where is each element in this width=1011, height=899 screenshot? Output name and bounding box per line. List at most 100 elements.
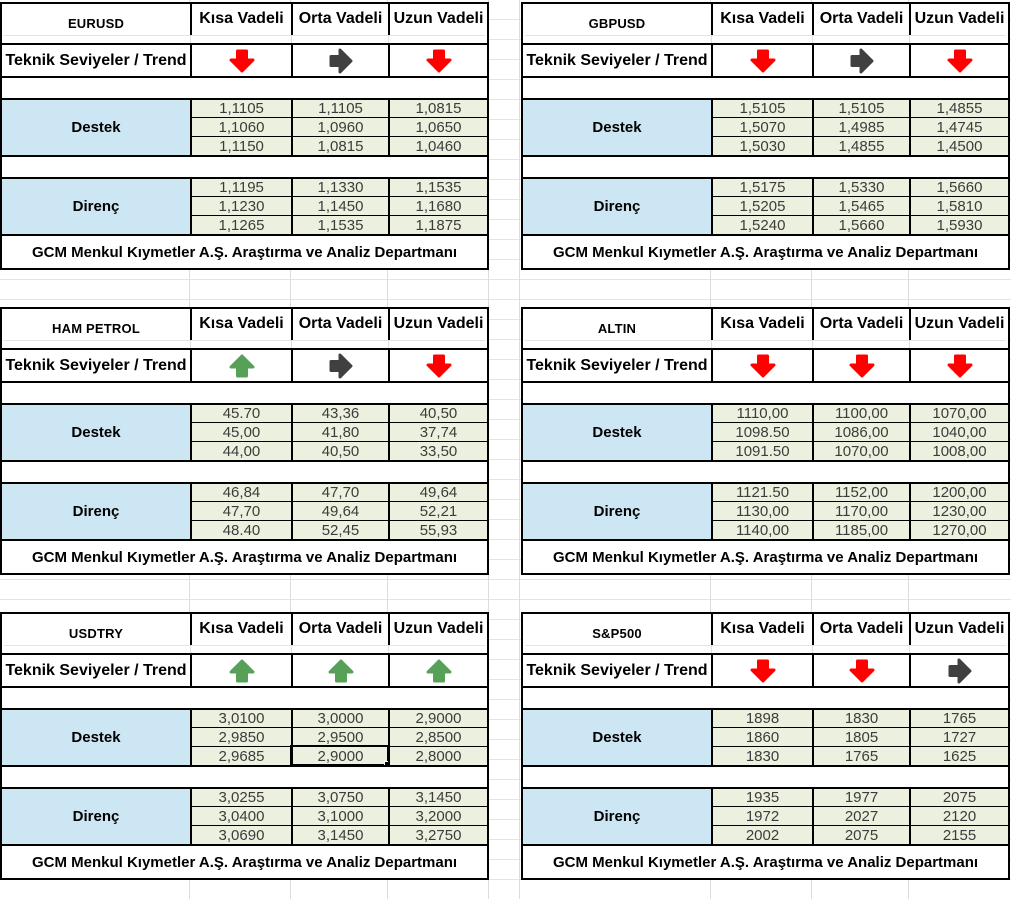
support-value-cell[interactable]: 1830 [711, 746, 812, 765]
support-value-cell[interactable]: 1,1105 [190, 98, 291, 117]
column-header-kisa-vadeli[interactable]: Kısa Vadeli [711, 309, 812, 348]
support-value-cell[interactable]: 1098.50 [711, 422, 812, 441]
trend-cell[interactable] [812, 653, 909, 686]
support-value-cell[interactable]: 44,00 [190, 441, 291, 460]
support-value-cell[interactable]: 2,8500 [388, 727, 487, 746]
instrument-name-cell[interactable]: GBPUSD [523, 4, 711, 43]
resistance-value-cell[interactable]: 1185,00 [812, 520, 909, 539]
resistance-value-cell[interactable]: 1,1195 [190, 177, 291, 196]
support-value-cell[interactable]: 1898 [711, 708, 812, 727]
support-value-cell[interactable]: 33,50 [388, 441, 487, 460]
instrument-name-cell[interactable]: USDTRY [2, 614, 190, 653]
column-header-orta-vadeli[interactable]: Orta Vadeli [291, 614, 388, 653]
support-value-cell[interactable]: 2,9850 [190, 727, 291, 746]
resistance-value-cell[interactable]: 1140,00 [711, 520, 812, 539]
resistance-value-cell[interactable]: 1200,00 [909, 482, 1008, 501]
support-value-cell[interactable]: 1,1105 [291, 98, 388, 117]
support-value-cell[interactable]: 43,36 [291, 403, 388, 422]
trend-cell[interactable] [909, 43, 1008, 76]
resistance-value-cell[interactable]: 47,70 [291, 482, 388, 501]
resistance-value-cell[interactable]: 49,64 [291, 501, 388, 520]
support-value-cell[interactable]: 1860 [711, 727, 812, 746]
instrument-name-cell[interactable]: ALTIN [523, 309, 711, 348]
support-value-cell[interactable]: 1,0815 [291, 136, 388, 155]
support-value-cell[interactable]: 1,5070 [711, 117, 812, 136]
column-header-uzun-vadeli[interactable]: Uzun Vadeli [388, 4, 487, 43]
trend-row-label[interactable]: Teknik Seviyeler / Trend [2, 348, 190, 381]
support-value-cell[interactable]: 37,74 [388, 422, 487, 441]
support-value-cell[interactable]: 2,9500 [291, 727, 388, 746]
support-value-cell[interactable]: 1,4745 [909, 117, 1008, 136]
resistance-value-cell[interactable]: 1,1680 [388, 196, 487, 215]
trend-row-label[interactable]: Teknik Seviyeler / Trend [523, 348, 711, 381]
resistance-value-cell[interactable]: 3,2000 [388, 806, 487, 825]
resistance-value-cell[interactable]: 1130,00 [711, 501, 812, 520]
trend-row-label[interactable]: Teknik Seviyeler / Trend [523, 43, 711, 76]
support-value-cell[interactable]: 1,1150 [190, 136, 291, 155]
support-value-cell[interactable]: 1830 [812, 708, 909, 727]
column-header-uzun-vadeli[interactable]: Uzun Vadeli [909, 4, 1008, 43]
column-header-kisa-vadeli[interactable]: Kısa Vadeli [711, 614, 812, 653]
resistance-value-cell[interactable]: 3,1450 [388, 787, 487, 806]
support-value-cell[interactable]: 40,50 [388, 403, 487, 422]
resistance-value-cell[interactable]: 52,21 [388, 501, 487, 520]
support-value-cell[interactable]: 1625 [909, 746, 1008, 765]
support-label[interactable]: Destek [523, 403, 711, 460]
support-value-cell[interactable]: 1100,00 [812, 403, 909, 422]
resistance-value-cell[interactable]: 1,5660 [909, 177, 1008, 196]
support-value-cell[interactable]: 1,0650 [388, 117, 487, 136]
trend-cell[interactable] [711, 43, 812, 76]
support-value-cell[interactable]: 1,5105 [812, 98, 909, 117]
support-label[interactable]: Destek [2, 98, 190, 155]
support-value-cell[interactable]: 1086,00 [812, 422, 909, 441]
trend-cell[interactable] [291, 43, 388, 76]
support-value-cell[interactable]: 3,0100 [190, 708, 291, 727]
support-value-cell[interactable]: 41,80 [291, 422, 388, 441]
resistance-value-cell[interactable]: 3,2750 [388, 825, 487, 844]
resistance-value-cell[interactable]: 3,0750 [291, 787, 388, 806]
instrument-name-cell[interactable]: S&P500 [523, 614, 711, 653]
support-value-cell[interactable]: 1110,00 [711, 403, 812, 422]
trend-cell[interactable] [711, 653, 812, 686]
trend-cell[interactable] [291, 653, 388, 686]
resistance-label[interactable]: Direnç [523, 787, 711, 844]
resistance-value-cell[interactable]: 1935 [711, 787, 812, 806]
resistance-value-cell[interactable]: 1121.50 [711, 482, 812, 501]
column-header-uzun-vadeli[interactable]: Uzun Vadeli [909, 614, 1008, 653]
support-value-cell[interactable]: 1,0815 [388, 98, 487, 117]
support-value-cell[interactable]: 1805 [812, 727, 909, 746]
support-value-cell[interactable]: 1091.50 [711, 441, 812, 460]
resistance-value-cell[interactable]: 1,5660 [812, 215, 909, 234]
resistance-value-cell[interactable]: 1,1535 [291, 215, 388, 234]
resistance-value-cell[interactable]: 1,1535 [388, 177, 487, 196]
support-label[interactable]: Destek [523, 708, 711, 765]
support-label[interactable]: Destek [2, 708, 190, 765]
support-value-cell[interactable]: 1070,00 [812, 441, 909, 460]
trend-cell[interactable] [388, 43, 487, 76]
resistance-value-cell[interactable]: 3,0255 [190, 787, 291, 806]
column-header-kisa-vadeli[interactable]: Kısa Vadeli [711, 4, 812, 43]
resistance-value-cell[interactable]: 1,5465 [812, 196, 909, 215]
column-header-orta-vadeli[interactable]: Orta Vadeli [812, 309, 909, 348]
resistance-value-cell[interactable]: 1972 [711, 806, 812, 825]
trend-row-label[interactable]: Teknik Seviyeler / Trend [523, 653, 711, 686]
column-header-kisa-vadeli[interactable]: Kısa Vadeli [190, 309, 291, 348]
resistance-value-cell[interactable]: 1270,00 [909, 520, 1008, 539]
resistance-value-cell[interactable]: 47,70 [190, 501, 291, 520]
resistance-value-cell[interactable]: 49,64 [388, 482, 487, 501]
column-header-uzun-vadeli[interactable]: Uzun Vadeli [388, 309, 487, 348]
instrument-name-cell[interactable]: EURUSD [2, 4, 190, 43]
trend-cell[interactable] [812, 348, 909, 381]
resistance-value-cell[interactable]: 48.40 [190, 520, 291, 539]
resistance-value-cell[interactable]: 3,0400 [190, 806, 291, 825]
resistance-label[interactable]: Direnç [2, 177, 190, 234]
resistance-value-cell[interactable]: 3,0690 [190, 825, 291, 844]
support-value-cell[interactable]: 1,5105 [711, 98, 812, 117]
trend-cell[interactable] [711, 348, 812, 381]
trend-cell[interactable] [388, 348, 487, 381]
support-value-cell[interactable]: 1,5030 [711, 136, 812, 155]
trend-cell[interactable] [388, 653, 487, 686]
resistance-value-cell[interactable]: 1,5205 [711, 196, 812, 215]
resistance-value-cell[interactable]: 2120 [909, 806, 1008, 825]
trend-row-label[interactable]: Teknik Seviyeler / Trend [2, 653, 190, 686]
